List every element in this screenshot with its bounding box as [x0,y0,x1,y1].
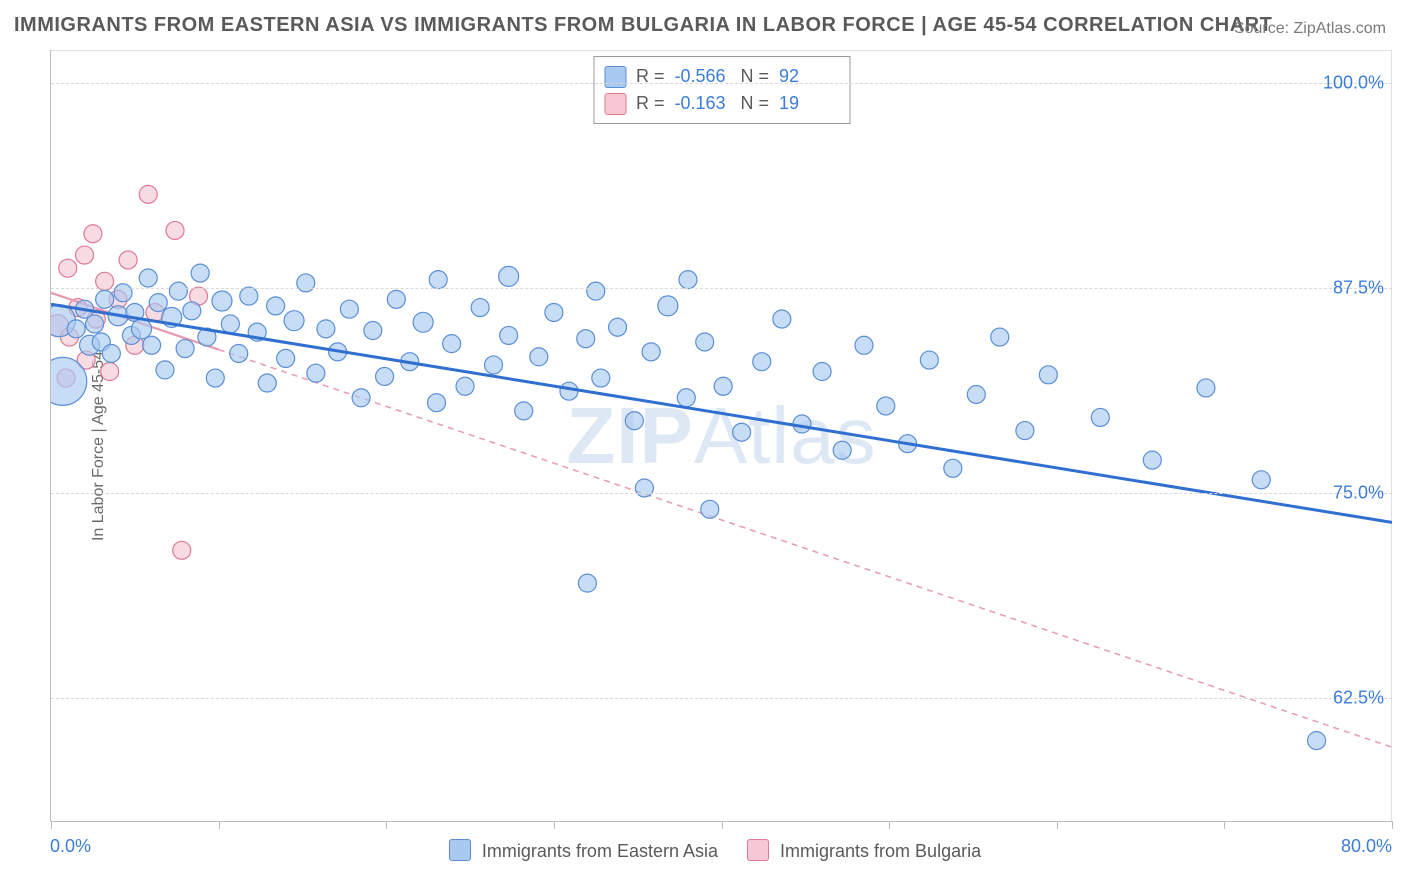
x-tick [554,821,555,829]
n-value-pink: 19 [779,90,835,117]
grid-line [51,493,1392,494]
r-label: R = [636,63,665,90]
x-tick [1057,821,1058,829]
y-tick-label: 62.5% [1333,687,1384,708]
chart-title: IMMIGRANTS FROM EASTERN ASIA VS IMMIGRAN… [14,14,1272,37]
x-tick [219,821,220,829]
x-tick [51,821,52,829]
grid-line [51,698,1392,699]
stats-legend: R = -0.566 N = 92 R = -0.163 N = 19 [593,56,850,124]
n-label: N = [741,63,770,90]
stats-row-pink: R = -0.163 N = 19 [604,90,835,117]
r-label: R = [636,90,665,117]
r-value-blue: -0.566 [675,63,731,90]
source-label: Source: ZipAtlas.com [1234,20,1386,38]
grid-line [51,83,1392,84]
stats-row-blue: R = -0.566 N = 92 [604,63,835,90]
grid-line [51,288,1392,289]
legend-label-blue: Immigrants from Eastern Asia [482,841,718,861]
swatch-pink-icon [604,93,626,115]
y-tick-label: 87.5% [1333,277,1384,298]
legend-label-pink: Immigrants from Bulgaria [780,841,981,861]
legend-swatch-blue-icon [449,839,471,861]
x-tick [1224,821,1225,829]
bottom-legend: Immigrants from Eastern Asia Immigrants … [0,839,1406,862]
chart-plot-area: ZIPAtlas R = -0.566 N = 92 R = -0.163 N … [50,50,1392,822]
x-tick [386,821,387,829]
n-value-blue: 92 [779,63,835,90]
x-tick [722,821,723,829]
scatter-plot-svg [51,50,1392,821]
legend-swatch-pink-icon [747,839,769,861]
y-tick-label: 75.0% [1333,482,1384,503]
n-label: N = [741,90,770,117]
x-tick [1392,821,1393,829]
swatch-blue-icon [604,66,626,88]
y-tick-label: 100.0% [1323,72,1384,93]
r-value-pink: -0.163 [675,90,731,117]
x-tick [889,821,890,829]
